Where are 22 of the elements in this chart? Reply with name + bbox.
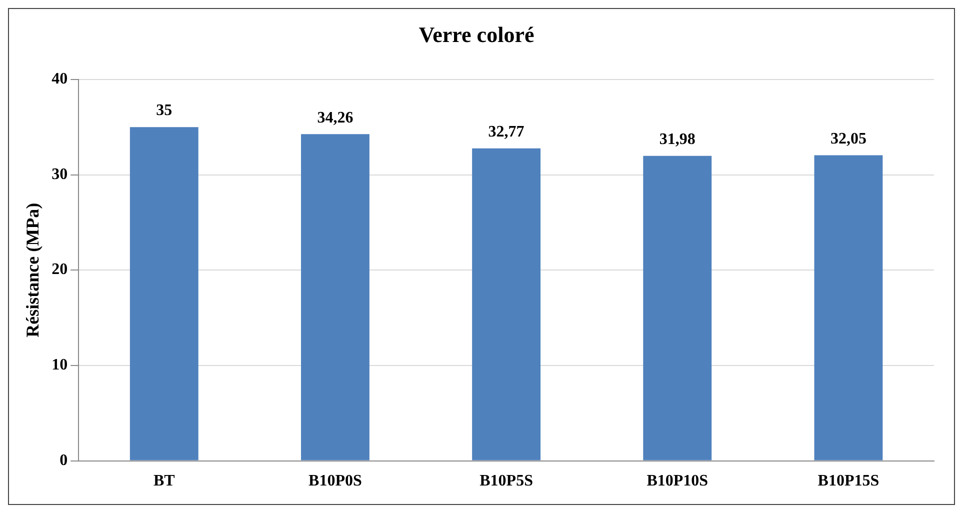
x-tick-label: B10P15S <box>818 472 880 490</box>
y-tick-label: 40 <box>52 70 68 88</box>
y-tick-label: 20 <box>52 261 68 278</box>
data-label: 35 <box>156 102 172 120</box>
data-label: 32,05 <box>830 130 866 148</box>
bar <box>643 156 712 460</box>
x-tick-label: BT <box>153 472 176 490</box>
bar <box>130 127 198 460</box>
chart-title: Verre coloré <box>418 22 534 47</box>
data-label: 31,98 <box>659 131 696 148</box>
data-label: 32,77 <box>488 123 524 140</box>
y-axis-title: Résistance (MPa) <box>22 202 42 338</box>
x-tick-label: B10P5S <box>480 472 534 490</box>
y-tick-label: 10 <box>52 356 68 374</box>
bar <box>301 134 370 460</box>
y-tick-label: 30 <box>52 166 68 183</box>
bar <box>814 155 883 460</box>
y-tick-label: 0 <box>60 452 68 469</box>
bar <box>472 148 541 460</box>
data-label: 34,26 <box>317 109 354 126</box>
x-tick-label: B10P0S <box>308 472 362 490</box>
x-tick-label: B10P10S <box>646 472 708 490</box>
